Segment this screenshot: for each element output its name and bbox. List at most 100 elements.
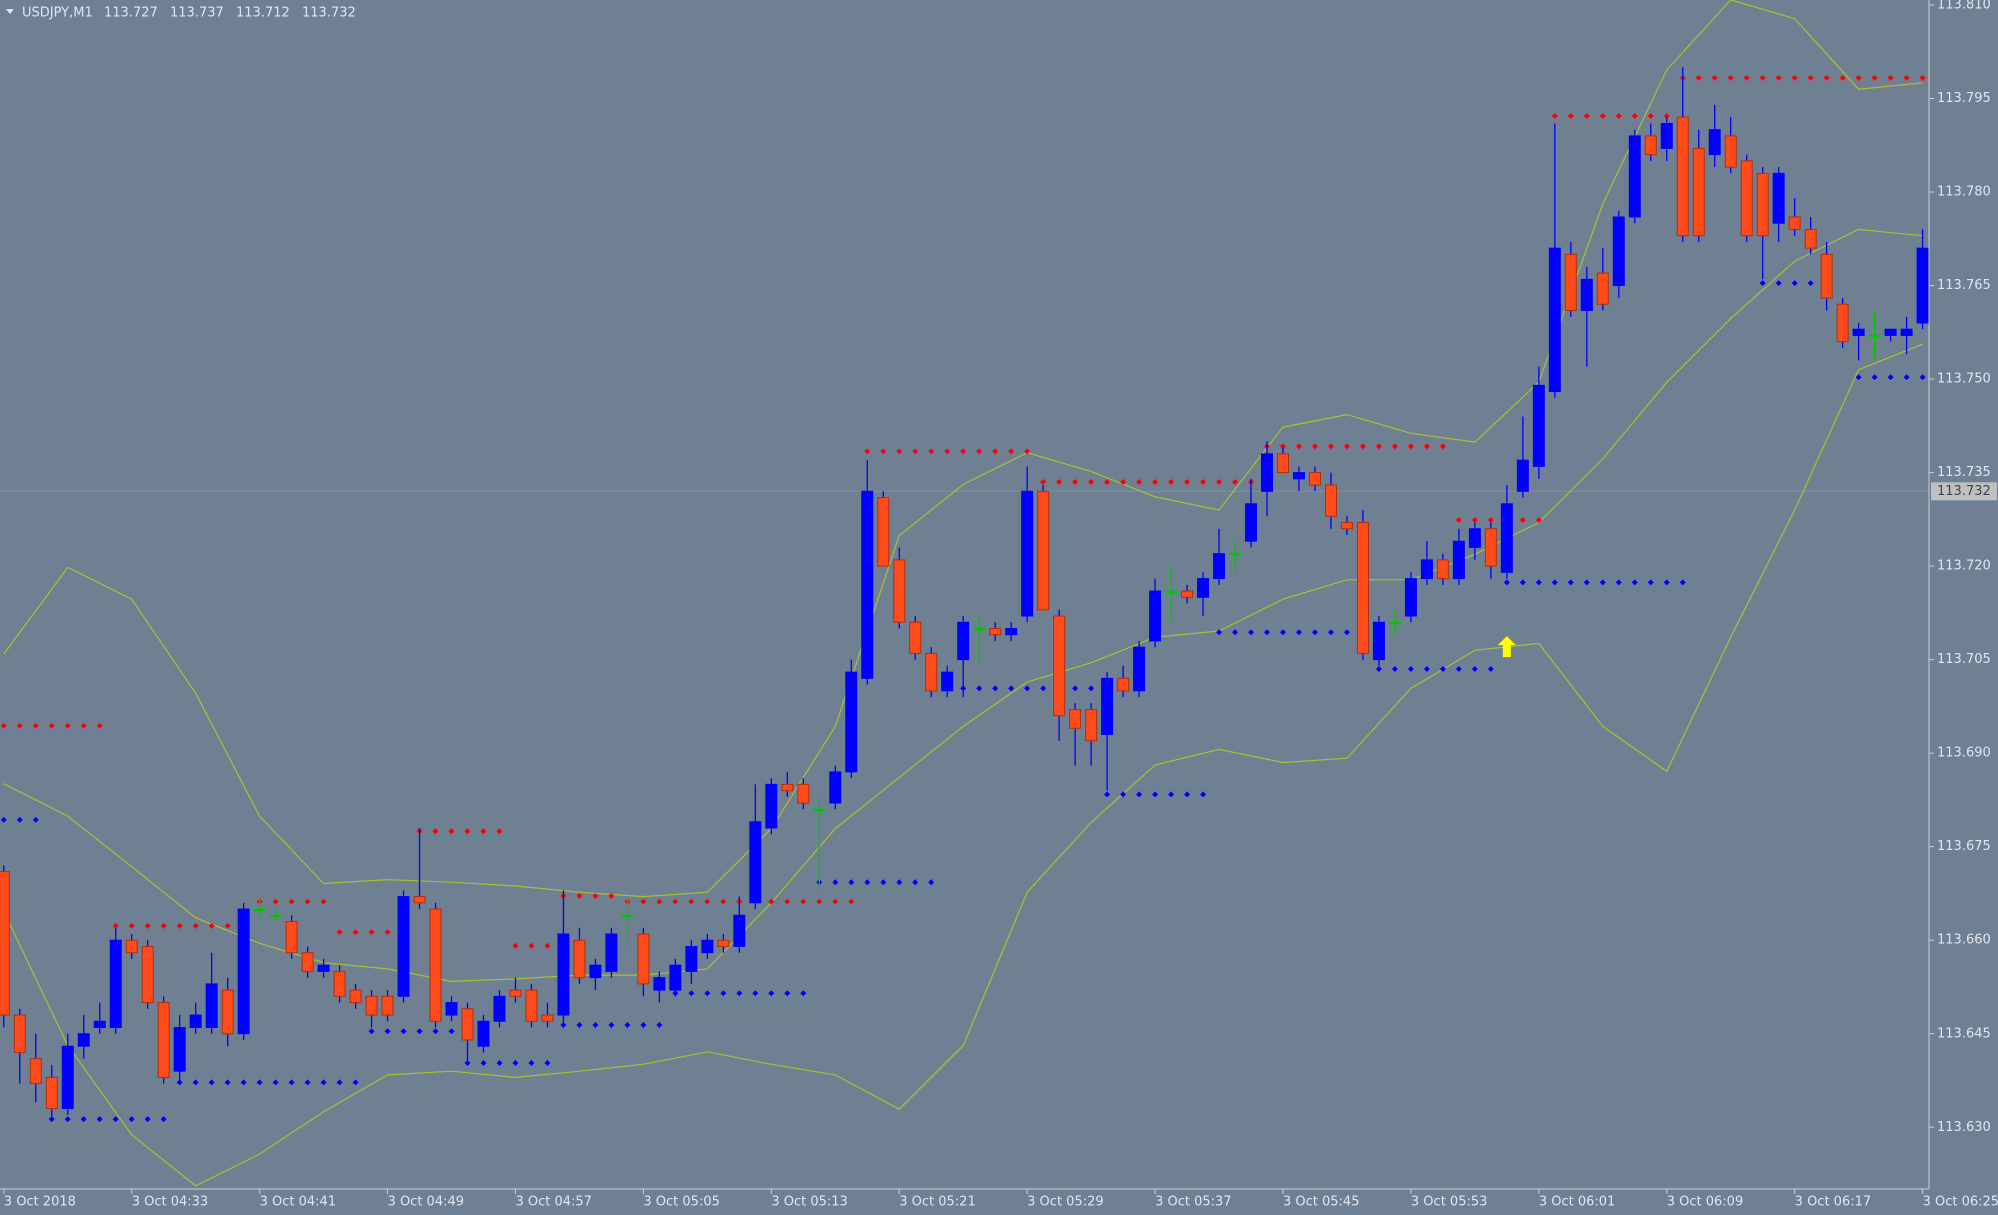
candle-body [1452,540,1465,580]
candle-body [701,939,714,954]
candle-body [637,933,650,985]
candle-body [1660,122,1673,149]
resistance-dot [1136,478,1143,485]
support-dot [640,1022,647,1029]
resistance-dot [336,929,343,936]
candle-body [1772,172,1785,224]
candle-body [397,896,410,997]
support-dot [1583,579,1590,586]
support-dot [1327,629,1334,636]
candle-body [1916,247,1929,324]
candle-body [1277,453,1289,474]
candle-body [1788,216,1801,230]
resistance-dot [1184,478,1191,485]
resistance-dot [464,828,471,835]
support-dot [624,1022,631,1029]
support-dot [208,1079,215,1086]
support-dot [448,1028,455,1035]
resistance-dot [272,898,279,905]
candle-body [797,783,810,804]
x-tick-label: 3 Oct 05:21 [899,1195,975,1210]
candle-body [157,1002,170,1078]
support-dot [1136,791,1143,798]
candle-body [301,952,314,972]
candle-body [1117,677,1130,692]
candle-body [861,490,874,679]
resistance-dot [592,892,599,899]
resistance-dot [1631,112,1638,119]
support-dot [320,1079,327,1086]
candle-body [285,921,298,954]
candle-body [1340,521,1353,530]
candle-body [749,821,762,904]
resistance-dot [1775,74,1782,81]
candle-body [1053,615,1066,717]
support-dot [1631,579,1638,586]
support-dot [1407,666,1414,673]
resistance-dot [1423,443,1430,450]
resistance-dot [368,929,375,936]
resistance-dot [1232,478,1239,485]
support-dot [1072,685,1079,692]
support-dot [848,879,855,886]
x-tick-label: 3 Oct 05:37 [1155,1195,1231,1210]
bollinger-lower [3,343,1923,1187]
y-tick-label: 113.735 [1937,465,1991,480]
candle-body [717,939,730,947]
resistance-dot [1551,112,1558,119]
support-dot [336,1079,343,1086]
resistance-dot [1535,516,1542,523]
candle-body [1612,216,1625,287]
resistance-dot [1471,516,1478,523]
resistance-dot [1711,74,1718,81]
resistance-dot [112,922,119,929]
candle-body [1261,453,1274,492]
support-dot [832,879,839,886]
support-dot [256,1079,263,1086]
candle-body [813,808,826,812]
resistance-dot [1743,74,1750,81]
resistance-dot [1663,112,1670,119]
support-dot [128,1116,135,1123]
candle-body [333,970,346,997]
resistance-dot [1120,478,1127,485]
support-dot [1391,666,1398,673]
support-dot [16,816,23,823]
support-dot [32,816,39,823]
resistance-dot [896,448,903,455]
candle-body [989,627,1002,636]
support-dot [352,1079,359,1086]
resistance-dot [288,898,295,905]
candle-body [909,621,922,654]
candle-body [109,939,122,1029]
resistance-dot [1855,74,1862,81]
candle-body [541,1014,554,1022]
resistance-dot [944,448,951,455]
support-dot [992,685,999,692]
support-dot [1264,629,1271,636]
candle-body [1308,472,1321,486]
support-dot [1567,579,1574,586]
y-tick-label: 113.750 [1937,372,1991,387]
support-dot [1855,374,1862,381]
candle-body [781,783,794,792]
candle-body [845,671,858,773]
candle-body [1021,490,1034,617]
candle-body [1740,160,1753,237]
support-dot [912,879,919,886]
candle-body [829,771,842,804]
support-dot [1919,374,1926,381]
support-dot [1663,579,1670,586]
support-dot [1152,791,1159,798]
candle-body [1229,553,1242,556]
x-tick-label: 3 Oct 05:45 [1283,1195,1359,1210]
resistance-dot [176,922,183,929]
candle-body [605,933,618,972]
support-dot [1871,374,1878,381]
x-tick-label: 3 Oct 05:13 [771,1195,847,1210]
candle-body [973,627,986,631]
candle-body [189,1014,202,1029]
support-dot [1455,666,1462,673]
x-tick-label: 3 Oct 04:33 [132,1195,208,1210]
candle-body [733,914,746,947]
